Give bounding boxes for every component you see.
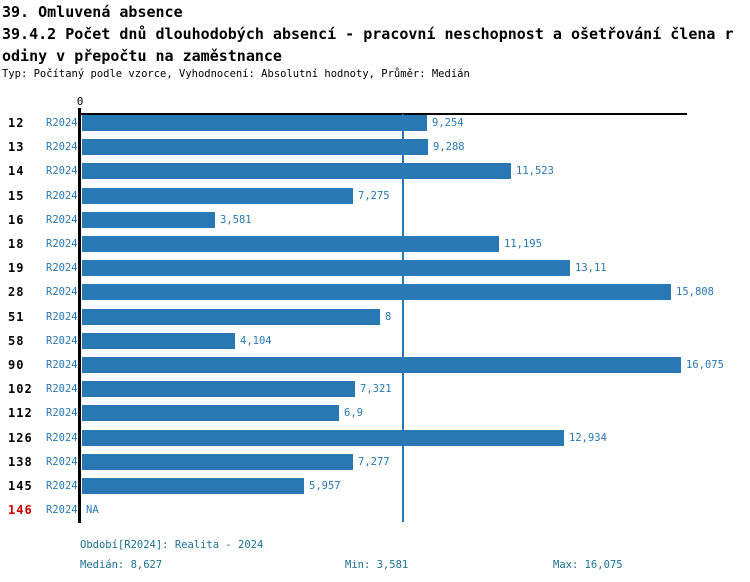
row-id-label: 145: [8, 479, 33, 493]
bar: [82, 115, 427, 131]
series-label: R2024: [46, 504, 78, 516]
value-label: 7,275: [358, 190, 390, 202]
row-id-label: 14: [8, 164, 25, 178]
footer-max: Max: 16,075: [553, 559, 623, 571]
row-id-label: 51: [8, 310, 25, 324]
series-label: R2024: [46, 117, 78, 129]
series-label: R2024: [46, 141, 78, 153]
footer-min: Min: 3,581: [345, 559, 409, 571]
row-id-label: 102: [8, 382, 33, 396]
series-label: R2024: [46, 407, 78, 419]
row-id-label: 18: [8, 237, 25, 251]
row-id-label: 28: [8, 285, 25, 299]
series-label: R2024: [46, 262, 78, 274]
series-label: R2024: [46, 432, 78, 444]
value-label: 15,808: [676, 286, 714, 298]
row-id-label: 138: [8, 455, 33, 469]
row-id-label: 146: [8, 503, 33, 517]
bar: [82, 163, 511, 179]
row-id-label: 13: [8, 140, 25, 154]
value-label: 7,277: [358, 456, 390, 468]
bar: [82, 478, 304, 494]
value-label: 5,957: [309, 480, 341, 492]
value-label: 8: [385, 311, 392, 323]
y-axis-line: [78, 108, 81, 523]
row-id-label: 90: [8, 358, 25, 372]
bar: [82, 430, 564, 446]
row-id-label: 16: [8, 213, 25, 227]
value-label: 13,11: [575, 262, 607, 274]
bar: [82, 236, 499, 252]
series-label: R2024: [46, 359, 78, 371]
row-id-label: 19: [8, 261, 25, 275]
x-axis-origin-label: 0: [76, 95, 84, 108]
value-label: 4,104: [240, 335, 272, 347]
bar: [82, 454, 353, 470]
bar: [82, 381, 355, 397]
x-axis-line: [79, 113, 687, 115]
footer-median: Medián: 8,627: [80, 559, 163, 571]
value-label: 11,523: [516, 165, 554, 177]
series-label: R2024: [46, 311, 78, 323]
value-label: 16,075: [686, 359, 724, 371]
bar: [82, 309, 380, 325]
series-label: R2024: [46, 214, 78, 226]
series-label: R2024: [46, 480, 78, 492]
bar: [82, 188, 353, 204]
value-label: 11,195: [504, 238, 542, 250]
row-id-label: 112: [8, 406, 33, 420]
value-label: 3,581: [220, 214, 252, 226]
series-label: R2024: [46, 165, 78, 177]
median-reference-line: [402, 114, 404, 522]
value-label: 9,254: [432, 117, 464, 129]
series-label: R2024: [46, 335, 78, 347]
row-id-label: 15: [8, 189, 25, 203]
bar: [82, 284, 671, 300]
row-id-label: 12: [8, 116, 25, 130]
bar: [82, 212, 215, 228]
chart-meta-info: Typ: Počítaný podle vzorce, Vyhodnocení:…: [2, 68, 470, 80]
report-title: 39. Omluvená absence: [2, 3, 183, 21]
bar: [82, 139, 428, 155]
value-label: NA: [86, 504, 99, 516]
bar: [82, 357, 681, 373]
bar: [82, 260, 570, 276]
footer-period: Období[R2024]: Realita - 2024: [80, 539, 264, 551]
row-id-label: 126: [8, 431, 33, 445]
chart-subtitle-line2: odiny v přepočtu na zaměstnance: [2, 47, 282, 65]
bar: [82, 333, 235, 349]
value-label: 7,321: [360, 383, 392, 395]
series-label: R2024: [46, 383, 78, 395]
row-id-label: 58: [8, 334, 25, 348]
value-label: 6,9: [344, 407, 363, 419]
bar: [82, 405, 339, 421]
series-label: R2024: [46, 190, 78, 202]
series-label: R2024: [46, 238, 78, 250]
series-label: R2024: [46, 286, 78, 298]
chart-subtitle-line1: 39.4.2 Počet dnů dlouhodobých absencí - …: [2, 25, 734, 43]
value-label: 9,288: [433, 141, 465, 153]
value-label: 12,934: [569, 432, 607, 444]
series-label: R2024: [46, 456, 78, 468]
